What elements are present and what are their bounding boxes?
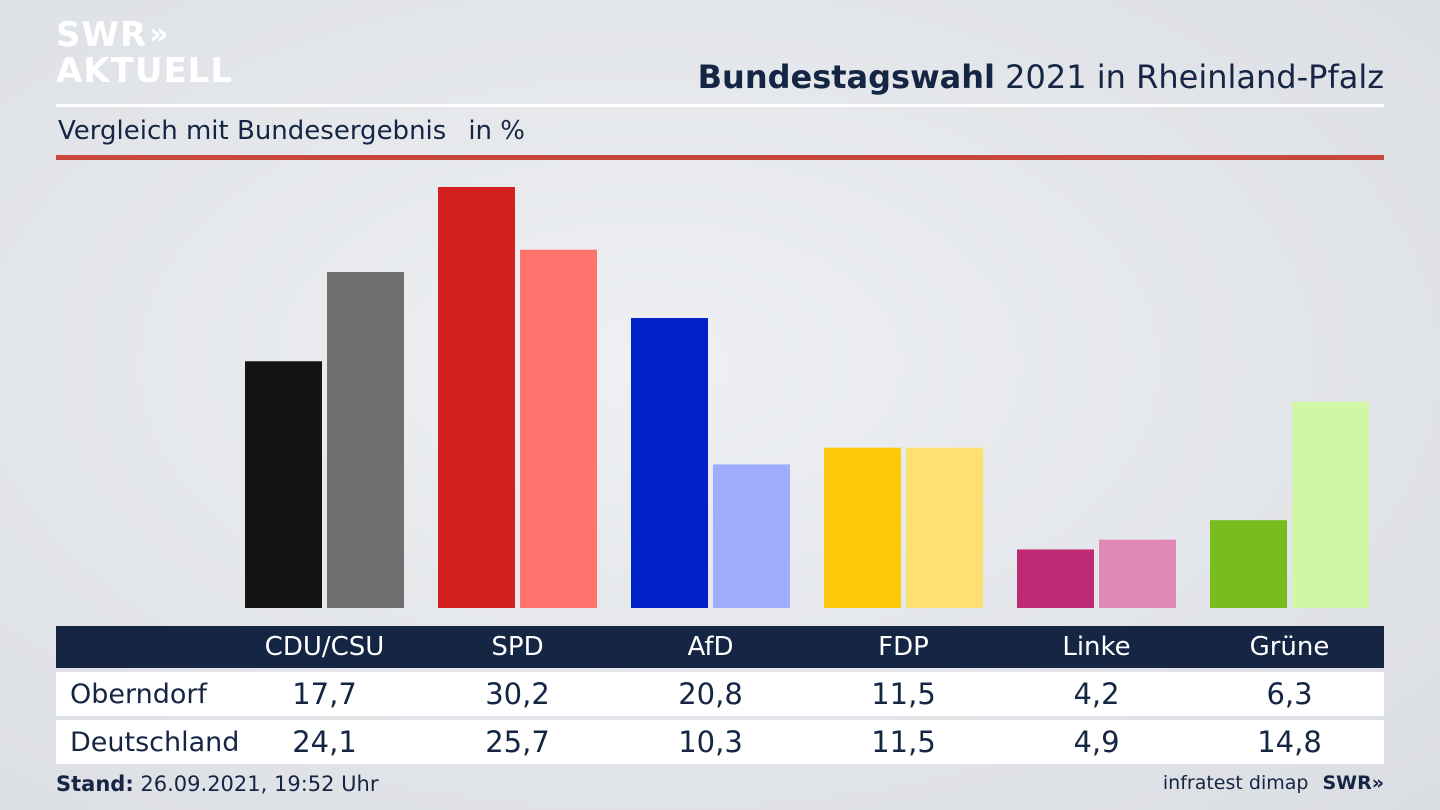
table-row: Oberndorf 17,7 30,2 20,8 11,5 4,2 6,3: [56, 672, 1384, 716]
table-cell: 17,7: [292, 677, 357, 711]
row-label: Oberndorf: [70, 678, 208, 710]
header-divider: [56, 104, 1384, 107]
chart-subtitle: Vergleich mit Bundesergebnis in %: [58, 116, 525, 146]
column-header: SPD: [491, 632, 544, 662]
column-header: FDP: [878, 632, 929, 662]
bar-cdu-csu-deutschland: [327, 272, 404, 608]
subtitle-unit: in %: [468, 116, 525, 146]
table-cell: 30,2: [485, 677, 550, 711]
bar-fdp-deutschland: [906, 447, 983, 608]
table-cell: 4,9: [1073, 725, 1120, 759]
swr-brand-chevrons-icon: »: [1371, 772, 1384, 794]
table-cell: 6,3: [1266, 677, 1313, 711]
table-cell: 20,8: [678, 677, 743, 711]
timestamp: Stand: 26.09.2021, 19:52 Uhr: [56, 772, 379, 796]
row-label: Deutschland: [70, 726, 240, 758]
table-cell: 24,1: [292, 725, 357, 759]
bar-spd-oberndorf: [438, 187, 515, 608]
table-cell: 14,8: [1257, 725, 1322, 759]
stand-value: 26.09.2021, 19:52 Uhr: [133, 772, 379, 796]
table-row: Deutschland 24,1 25,7 10,3 11,5 4,9 14,8: [56, 720, 1384, 764]
page-title: Bundestagswahl 2021 in Rheinland-Pfalz: [698, 58, 1384, 96]
source-credit: infratest dimap: [1162, 772, 1309, 794]
table-cell: 11,5: [871, 725, 936, 759]
stand-label: Stand:: [56, 772, 134, 796]
bar-gr-ne-oberndorf: [1210, 520, 1287, 608]
title-rest: 2021 in Rheinland-Pfalz: [995, 58, 1384, 96]
logo-swr-text: SWR: [56, 15, 148, 55]
column-header: AfD: [687, 632, 734, 662]
bar-afd-deutschland: [713, 464, 790, 608]
bar-chart: [245, 187, 1369, 608]
subtitle-text: Vergleich mit Bundesergebnis: [58, 116, 447, 146]
bar-linke-oberndorf: [1017, 549, 1094, 608]
table-header: CDU/CSU SPD AfD FDP Linke Grüne: [56, 626, 1384, 668]
bar-afd-oberndorf: [631, 318, 708, 608]
results-table: CDU/CSU SPD AfD FDP Linke Grüne Oberndorf 17,7…: [56, 626, 1384, 764]
bar-cdu-csu-oberndorf: [245, 361, 322, 608]
swr-aktuell-logo: SWR» AKTUELL: [56, 18, 233, 88]
swr-brand-text: SWR: [1322, 772, 1372, 794]
bar-gr-ne-deutschland: [1292, 401, 1369, 608]
bar-fdp-oberndorf: [824, 447, 901, 608]
footer-credits: infratest dimap SWR»: [1163, 772, 1384, 794]
column-header: CDU/CSU: [264, 632, 385, 662]
table-cell: 10,3: [678, 725, 743, 759]
column-header: Linke: [1062, 632, 1131, 662]
column-header: Grüne: [1249, 632, 1330, 662]
table-cell: 4,2: [1073, 677, 1120, 711]
bar-spd-deutschland: [520, 249, 597, 608]
table-cell: 11,5: [871, 677, 936, 711]
logo-aktuell-text: AKTUELL: [56, 51, 234, 91]
bar-linke-deutschland: [1099, 539, 1176, 608]
title-bold: Bundestagswahl: [697, 58, 995, 96]
subtitle-divider: [56, 155, 1384, 160]
table-body: Oberndorf 17,7 30,2 20,8 11,5 4,2 6,3 Deutschla…: [56, 672, 1384, 764]
swr-brand-logo: SWR»: [1322, 772, 1384, 794]
table-cell: 25,7: [485, 725, 550, 759]
